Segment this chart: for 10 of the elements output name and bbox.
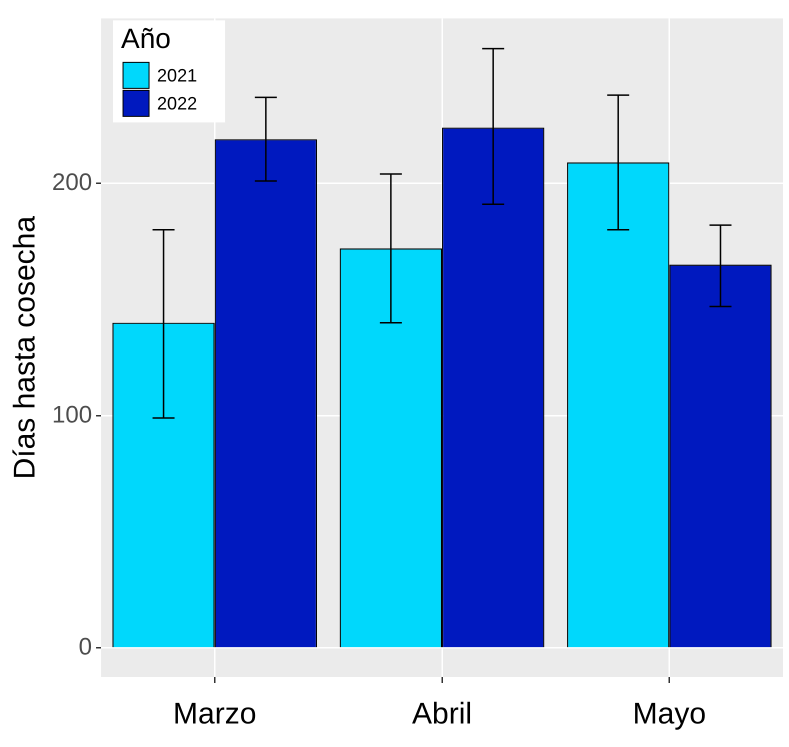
x-tick-label: Abril <box>412 697 472 730</box>
y-axis-title: Días hasta cosecha <box>8 216 42 480</box>
legend-label: 2021 <box>157 65 198 86</box>
y-tick-label: 0 <box>78 634 92 661</box>
y-tick-label: 100 <box>52 401 92 428</box>
legend-title: Año <box>121 23 171 54</box>
legend-label: 2022 <box>157 93 198 114</box>
x-tick-label: Marzo <box>173 697 256 730</box>
y-tick-label: 200 <box>52 168 92 196</box>
x-tick-label: Mayo <box>632 697 706 730</box>
